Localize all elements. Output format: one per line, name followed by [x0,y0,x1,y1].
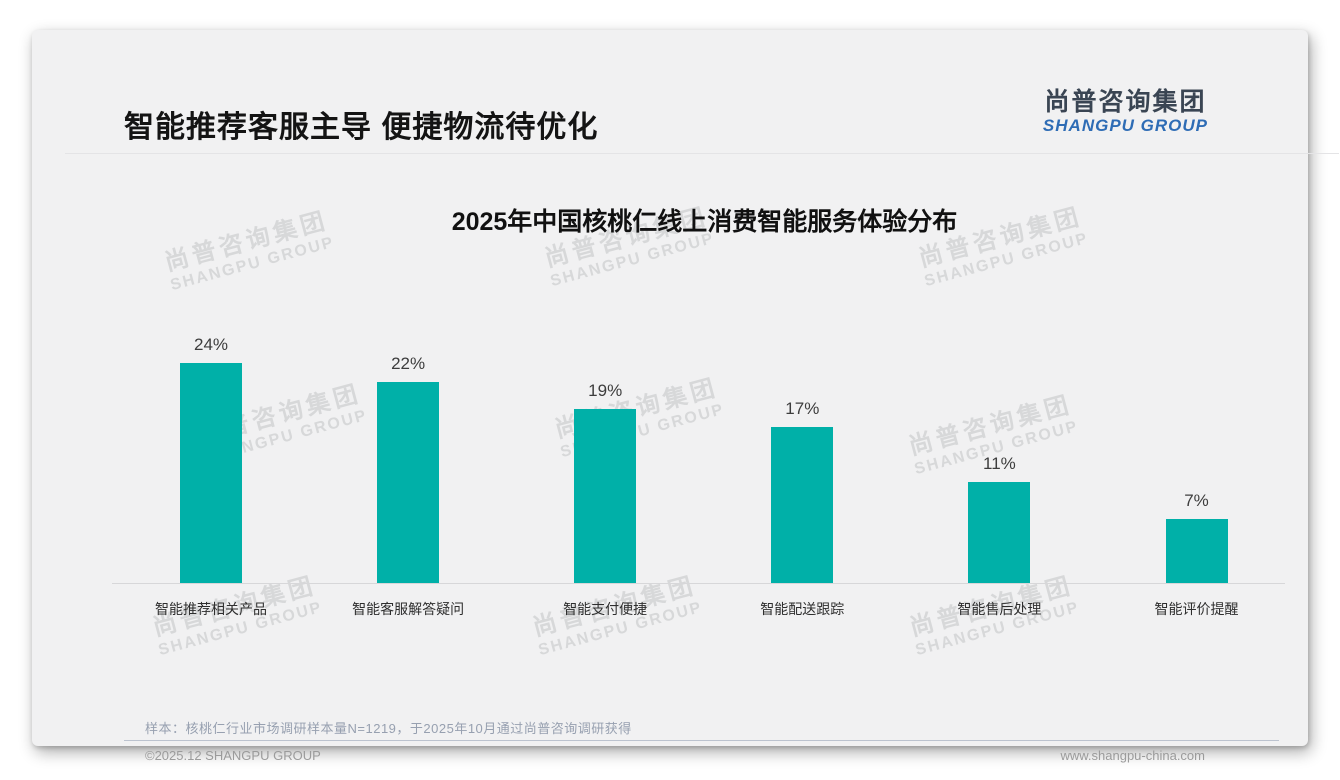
company-logo: 尚普咨询集团 SHANGPU GROUP [1043,88,1208,135]
bar-value-label: 22% [391,354,426,373]
bar-category-label: 智能客服解答疑问 [352,601,465,617]
bar [1165,519,1228,583]
bar [180,363,242,583]
bar-value-label: 17% [785,399,820,418]
logo-text-en: SHANGPU GROUP [1042,116,1208,135]
bar-category-label: 智能配送跟踪 [760,601,845,617]
bar-value-label: 7% [1184,491,1209,510]
page-title: 智能推荐客服主导 便捷物流待优化 [124,111,599,144]
footer-copyright: ©2025.12 SHANGPU GROUP [145,748,321,763]
bar-category-label: 智能售后处理 [957,601,1042,617]
bar-category-label: 智能支付便捷 [563,601,648,617]
bar-value-label: 19% [588,381,623,400]
footer-website: www.shangpu-china.com [1060,748,1205,763]
bar [771,427,834,583]
bar-value-label: 11% [983,454,1016,473]
bar [968,482,1031,583]
bar [574,409,637,583]
logo-text-cn: 尚普咨询集团 [1044,88,1207,116]
bar [377,382,440,583]
bar-chart: 24% 智能推荐相关产品 22% 智能客服解答疑问 19% 智能支付便捷 17% 智能配送跟踪… [112,330,1285,617]
bar-category-label: 智能评价提醒 [1154,601,1239,617]
slide-card: 尚普咨询集团 SHANGPU GROUP 尚普咨询集团 SHANGPU GROU… [32,30,1339,763]
bar-value-label: 24% [193,335,229,354]
slide-content: 智能推荐客服主导 便捷物流待优化 尚普咨询集团 SHANGPU GROUP 20… [32,30,1339,763]
header-divider [65,153,1339,154]
sample-note: 样本：核桃仁行业市场调研样本量N=1219，于2025年10月通过尚普咨询调研获… [145,721,632,736]
footer-divider [124,740,1279,741]
bar-category-label: 智能推荐相关产品 [155,601,267,617]
chart-title: 2025年中国核桃仁线上消费智能服务体验分布 [451,208,958,236]
